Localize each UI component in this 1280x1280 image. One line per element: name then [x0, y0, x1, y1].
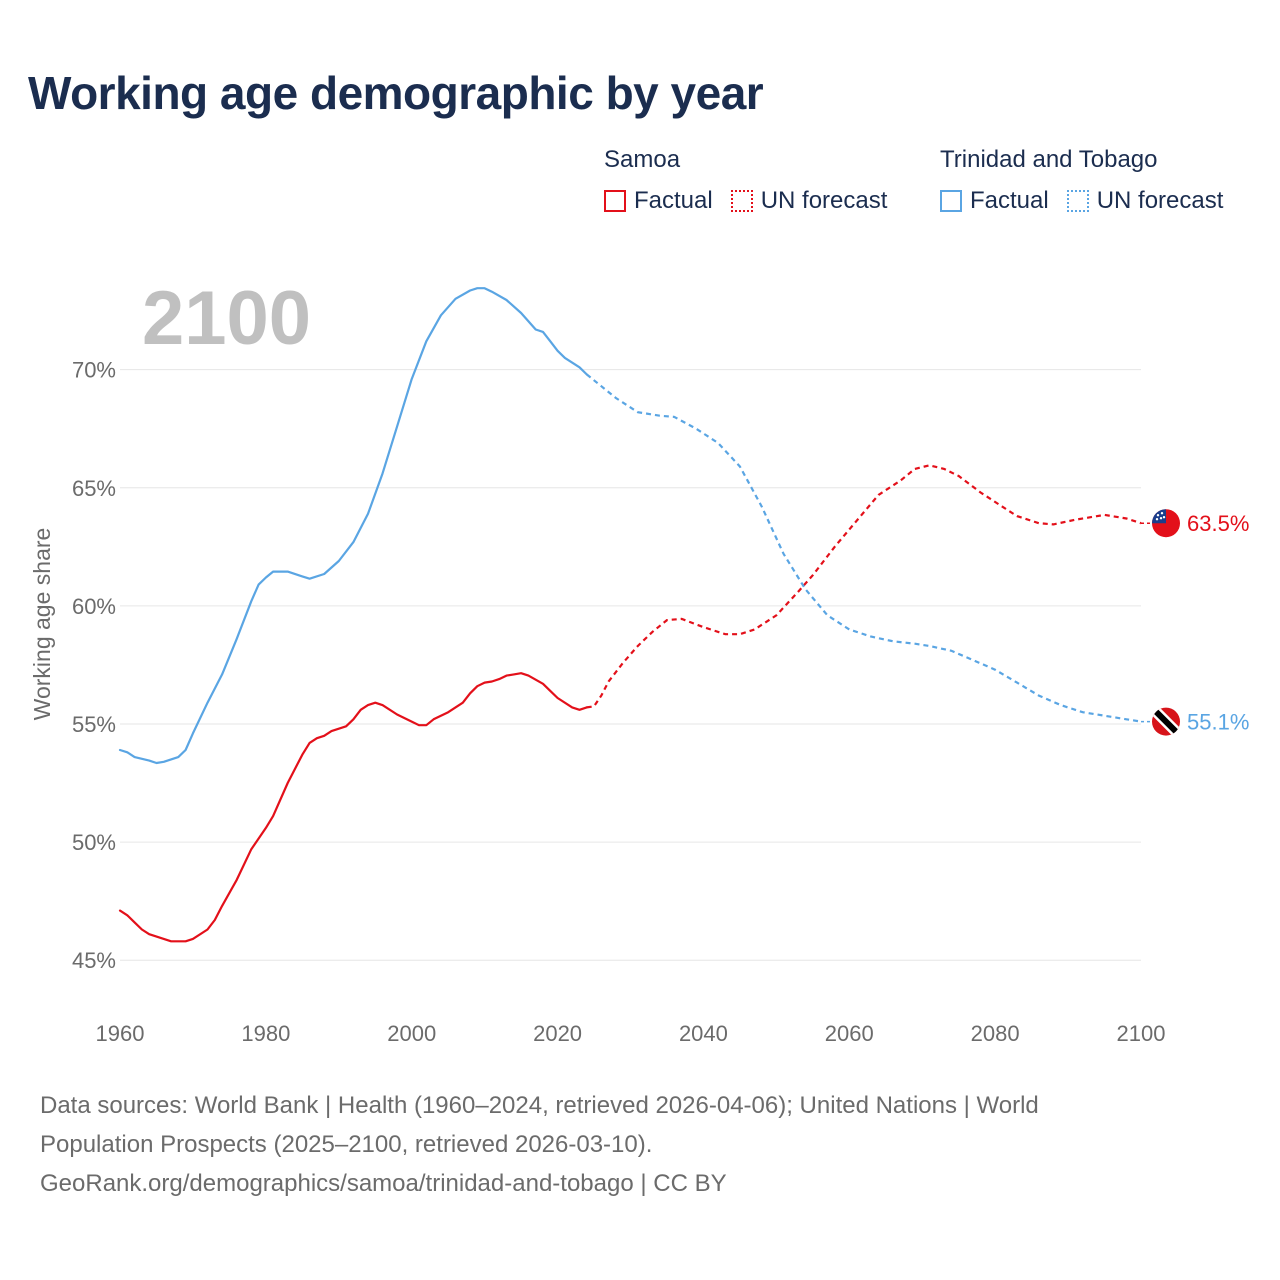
- samoa-flag-star: [1162, 516, 1166, 519]
- x-tick-label: 2080: [971, 1021, 1020, 1046]
- samoa-flag-star: [1159, 517, 1163, 520]
- legend-swatch-trinidad-factual: [940, 190, 962, 212]
- y-tick-label: 55%: [72, 712, 116, 737]
- y-tick-label: 50%: [72, 830, 116, 855]
- samoa-flag-star: [1156, 514, 1160, 517]
- samoa-flag-star: [1160, 512, 1164, 515]
- x-tick-label: 1980: [241, 1021, 290, 1046]
- legend-label-samoa-forecast: UN forecast: [760, 187, 888, 214]
- x-tick-label: 2100: [1117, 1021, 1166, 1046]
- chart-title: Working age demographic by year: [28, 67, 764, 119]
- legend-swatch-trinidad-forecast: [1066, 190, 1089, 212]
- series-line-trinidad-factual: [118, 287, 588, 765]
- legend-trinidad-forecast[interactable]: UN forecast: [1066, 187, 1224, 215]
- legend-swatch-samoa-factual: [604, 190, 626, 212]
- x-tick-label: 2020: [533, 1021, 582, 1046]
- legend-country-trinidad: Trinidad and Tobago: [940, 146, 1158, 173]
- footer: Data sources: World Bank | Health (1960–…: [40, 1086, 1160, 1203]
- series-line-samoa-forecast: [586, 464, 1142, 709]
- legend-swatch-samoa-forecast: [730, 190, 753, 212]
- legend-group-samoa: Samoa Factual UN forecast: [604, 145, 905, 215]
- series-line-trinidad-forecast: [586, 373, 1142, 723]
- footer-credit: GeoRank.org/demographics/samoa/trinidad-…: [40, 1170, 727, 1197]
- y-axis-label: Working age share: [29, 528, 55, 721]
- samoa-flag-star: [1155, 518, 1159, 521]
- y-tick-label: 45%: [72, 948, 116, 973]
- y-tick-label: 70%: [72, 358, 116, 383]
- end-label-samoa: 63.5%: [1187, 511, 1249, 536]
- legend-samoa-factual[interactable]: Factual: [604, 187, 713, 215]
- series-line-samoa-factual: [118, 672, 588, 943]
- end-label-trinidad: 55.1%: [1187, 710, 1249, 735]
- x-tick-label: 2040: [679, 1021, 728, 1046]
- line-chart: 2100 45% 50% 55% 60% 65% 70% 1960 1980 2000 2020 20…: [29, 276, 1249, 1046]
- year-display: 2100: [142, 276, 311, 361]
- legend-label-samoa-factual: Factual: [634, 187, 713, 214]
- legend-group-trinidad: Trinidad and Tobago Factual UN forecast: [940, 145, 1241, 215]
- legend-country-samoa: Samoa: [604, 146, 681, 173]
- x-tick-label: 2000: [387, 1021, 436, 1046]
- footer-sources-line-1: Data sources: World Bank | Health (1960–…: [40, 1092, 1039, 1119]
- x-tick-label: 2060: [825, 1021, 874, 1046]
- legend-trinidad-factual[interactable]: Factual: [940, 187, 1049, 215]
- legend-samoa-forecast[interactable]: UN forecast: [730, 187, 888, 215]
- legend-label-trinidad-factual: Factual: [970, 187, 1049, 214]
- footer-sources-line-2: Population Prospects (2025–2100, retriev…: [40, 1131, 653, 1158]
- y-tick-label: 65%: [72, 476, 116, 501]
- legend-label-trinidad-forecast: UN forecast: [1096, 187, 1224, 214]
- y-tick-label: 60%: [72, 594, 116, 619]
- x-tick-label: 1960: [96, 1021, 145, 1046]
